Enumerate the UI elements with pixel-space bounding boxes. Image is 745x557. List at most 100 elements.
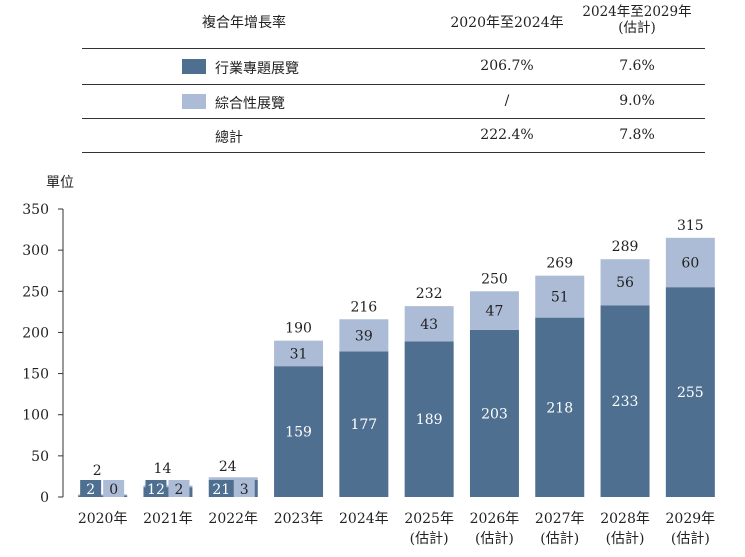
y-tick-label: 0 — [40, 490, 49, 506]
bar-value-general: 39 — [355, 328, 373, 344]
bar-segment-general — [535, 275, 585, 318]
cagr-period-2: 2024年至2029年 (估計) — [572, 4, 702, 36]
cagr-row-value-2: 7.8% — [619, 127, 655, 143]
bar-value-industry: 177 — [350, 417, 377, 433]
bar-value-general: 47 — [486, 304, 504, 320]
bar-value-industry: 255 — [677, 385, 704, 401]
bar-segment-general — [78, 494, 128, 496]
bar-total-label: 24 — [219, 459, 237, 475]
y-tick-label: 150 — [22, 367, 49, 383]
y-tick-label: 200 — [22, 325, 49, 341]
bar-total-label: 216 — [350, 299, 377, 315]
cagr-title: 複合年增長率 — [202, 15, 286, 31]
y-tick-label: 100 — [22, 408, 49, 424]
value-box-industry — [210, 480, 232, 497]
cagr-row-general: 綜合性展覽 / 9.0% — [82, 84, 705, 118]
bar-value-industry: 2 — [86, 482, 95, 498]
cagr-row-label: 綜合性展覽 — [215, 96, 285, 112]
table-divider — [82, 118, 705, 119]
x-tick-label: 2029年 — [666, 511, 716, 527]
cagr-row-value-2: 7.6% — [619, 58, 655, 74]
unit-label: 單位 — [46, 175, 74, 191]
x-tick-label: 2028年 — [600, 511, 650, 527]
cagr-period-1: 2020年至2024年 — [450, 15, 564, 31]
bar-total-label: 269 — [546, 256, 573, 272]
bar-value-general: 43 — [420, 317, 438, 333]
bar-segment-general — [404, 306, 454, 342]
bar-segment-industry — [600, 305, 650, 497]
cagr-row-label: 行業專題展覽 — [215, 61, 299, 77]
y-tick-label: 350 — [22, 202, 49, 218]
table-divider — [82, 152, 705, 153]
bar-segment-industry — [469, 329, 519, 497]
y-tick-label: 300 — [22, 243, 49, 259]
value-box-general — [103, 480, 125, 497]
cagr-period-2-line1: 2024年至2029年 — [582, 4, 692, 20]
x-tick-sublabel: (估計) — [540, 531, 579, 547]
x-tick-sublabel: (估計) — [410, 531, 449, 547]
x-tick-label: 2021年 — [143, 511, 193, 527]
bar-value-general: 31 — [290, 346, 308, 362]
bar-total-label: 315 — [677, 218, 704, 234]
bar-value-general: 0 — [109, 482, 118, 498]
bar-total-label: 190 — [285, 321, 312, 337]
y-tick-label: 50 — [31, 449, 49, 465]
cagr-table: 複合年增長率 2020年至2024年 2024年至2029年 (估計) 行業專題… — [82, 0, 705, 153]
cagr-row-total: 總計 222.4% 7.8% — [82, 118, 705, 152]
bar-value-general: 51 — [551, 290, 569, 306]
bar-total-label: 14 — [154, 461, 172, 477]
bar-value-general: 60 — [681, 255, 699, 271]
bar-segment-general — [665, 237, 715, 288]
bar-value-industry: 189 — [416, 412, 443, 428]
bar-value-industry: 21 — [212, 482, 230, 498]
value-box-industry — [145, 480, 167, 497]
x-tick-label: 2022年 — [208, 511, 258, 527]
bar-value-industry: 203 — [481, 406, 508, 422]
x-tick-label: 2023年 — [274, 511, 324, 527]
y-tick-label: 250 — [22, 284, 49, 300]
bar-segment-general — [600, 259, 650, 306]
bar-value-industry: 159 — [285, 425, 312, 441]
bar-segment-general — [339, 319, 389, 352]
x-tick-label: 2026年 — [470, 511, 520, 527]
bar-total-label: 250 — [481, 271, 508, 287]
bar-segment-general — [208, 477, 258, 480]
x-tick-sublabel: (估計) — [606, 531, 645, 547]
table-divider — [82, 84, 705, 85]
bar-segment-general — [469, 291, 519, 330]
value-box-industry — [80, 480, 102, 497]
x-tick-label: 2024年 — [339, 511, 389, 527]
cagr-row-value-2: 9.0% — [619, 93, 655, 109]
x-tick-label: 2025年 — [404, 511, 454, 527]
cagr-row-value-1: 206.7% — [480, 58, 534, 74]
cagr-row-industry: 行業專題展覽 206.7% 7.6% — [82, 49, 705, 83]
x-tick-label: 2027年 — [535, 511, 585, 527]
bar-value-industry: 218 — [546, 400, 573, 416]
bar-total-label: 2 — [93, 463, 102, 479]
cagr-row-label: 總計 — [215, 130, 243, 146]
value-box-general — [233, 480, 255, 497]
bar-segment-industry — [404, 341, 454, 497]
x-tick-sublabel: (估計) — [475, 531, 514, 547]
cagr-period-2-line2: (估計) — [618, 20, 656, 36]
bar-value-general: 56 — [616, 275, 634, 291]
bar-segment-industry — [339, 351, 389, 497]
bar-segment-industry — [274, 366, 324, 497]
legend-swatch-industry — [182, 59, 206, 74]
bar-segment-industry — [535, 317, 585, 497]
bar-segment-industry — [665, 287, 715, 497]
x-tick-label: 2020年 — [78, 511, 128, 527]
bar-total-label: 232 — [416, 286, 443, 302]
bar-segment-general — [274, 340, 324, 367]
bar-value-industry: 233 — [612, 394, 639, 410]
bar-segment-general — [143, 485, 193, 488]
cagr-row-value-1: / — [504, 93, 510, 109]
table-divider — [82, 48, 705, 49]
cagr-row-value-1: 222.4% — [480, 127, 534, 143]
bar-value-general: 2 — [174, 482, 183, 498]
x-tick-sublabel: (估計) — [671, 531, 710, 547]
bar-segment-industry — [143, 487, 193, 497]
bar-total-label: 289 — [612, 239, 639, 255]
bar-segment-industry — [78, 495, 128, 497]
